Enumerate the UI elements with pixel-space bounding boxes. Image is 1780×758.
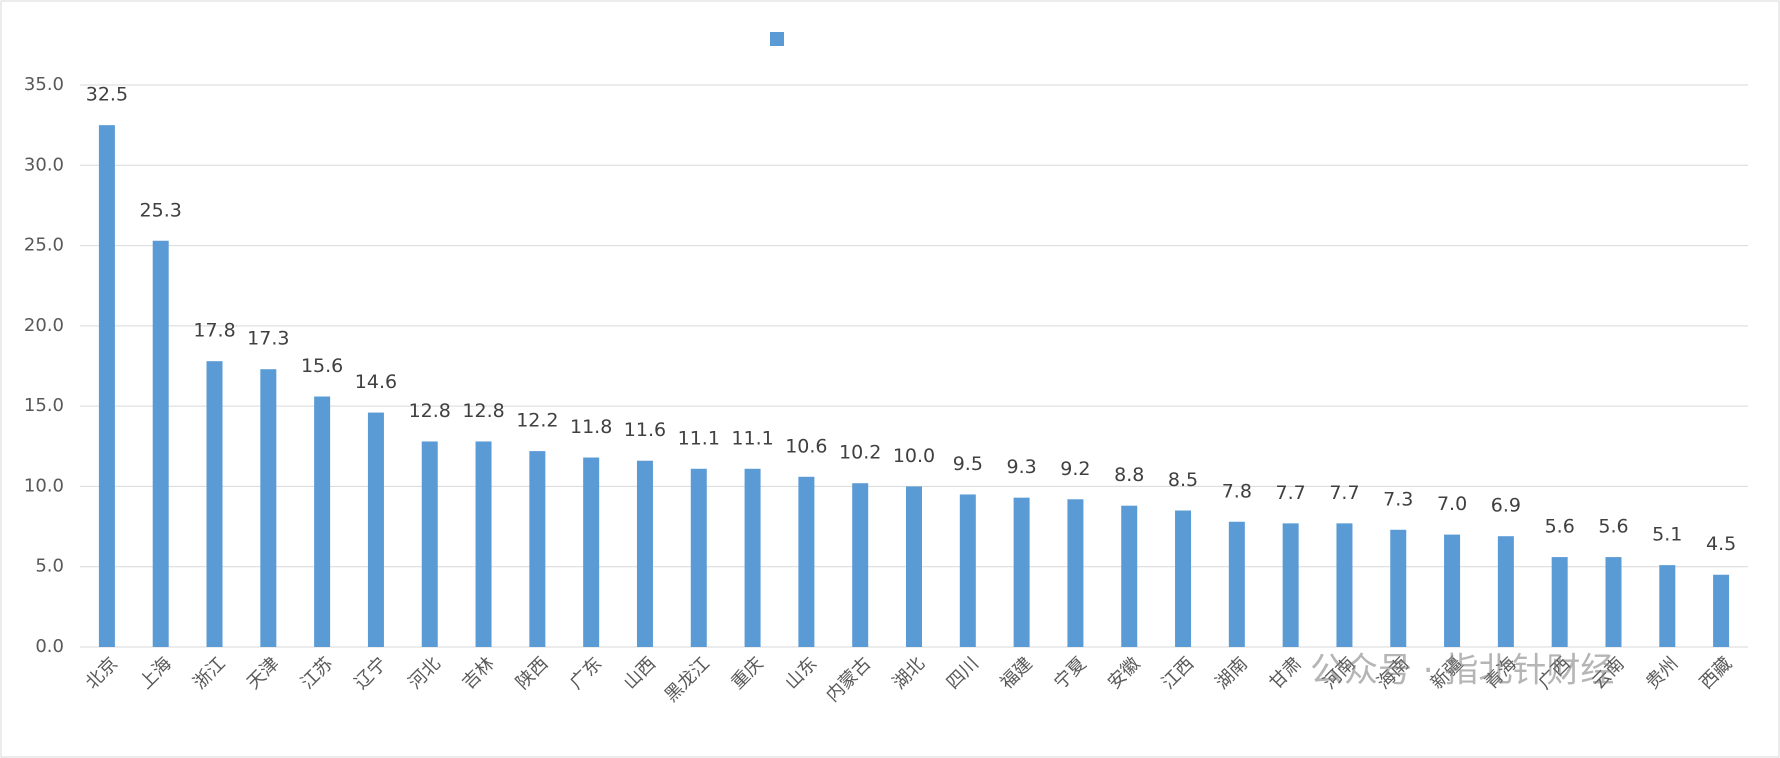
data-label: 17.3	[247, 328, 289, 350]
bar	[798, 476, 815, 647]
data-label: 5.6	[1598, 516, 1628, 538]
data-label: 9.2	[1060, 458, 1090, 480]
data-label: 5.6	[1545, 516, 1575, 538]
data-label: 12.8	[409, 400, 451, 422]
y-tick-label: 15.0	[24, 395, 64, 416]
bar	[1605, 557, 1622, 647]
data-label: 10.0	[893, 445, 935, 467]
data-label: 7.3	[1383, 488, 1413, 510]
bar	[1067, 499, 1084, 647]
bar	[367, 412, 384, 647]
data-label: 17.8	[193, 320, 235, 342]
data-label: 15.6	[301, 355, 343, 377]
bar	[636, 460, 653, 647]
y-tick-label: 35.0	[24, 74, 64, 95]
data-label: 14.6	[355, 371, 397, 393]
bar	[98, 125, 115, 647]
bar	[1175, 510, 1192, 647]
data-label: 7.7	[1276, 482, 1306, 504]
bar	[1659, 565, 1676, 647]
data-label: 32.5	[86, 84, 128, 106]
data-label: 4.5	[1706, 533, 1736, 555]
bar	[1121, 505, 1138, 647]
data-label: 10.2	[839, 442, 881, 464]
legend-swatch	[770, 32, 784, 46]
data-label: 9.3	[1007, 456, 1037, 478]
data-label: 10.6	[785, 435, 827, 457]
bar	[1390, 529, 1407, 647]
bar	[1228, 521, 1245, 647]
data-label: 11.6	[624, 419, 666, 441]
data-label: 5.1	[1652, 524, 1682, 546]
bar	[206, 361, 223, 647]
bar	[1282, 523, 1299, 647]
bar	[260, 369, 277, 647]
y-tick-label: 30.0	[24, 154, 64, 175]
data-label: 11.1	[731, 427, 773, 449]
bar	[1013, 497, 1030, 647]
data-label: 7.0	[1437, 493, 1467, 515]
bar	[475, 441, 492, 647]
data-label: 12.2	[516, 410, 558, 432]
y-tick-label: 5.0	[35, 556, 64, 577]
bar	[1713, 574, 1730, 647]
data-label: 9.5	[953, 453, 983, 475]
bar	[906, 486, 922, 647]
y-tick-label: 0.0	[35, 636, 64, 657]
bar	[1497, 536, 1514, 647]
y-tick-label: 20.0	[24, 315, 64, 336]
data-label: 11.1	[678, 427, 720, 449]
data-label: 8.5	[1168, 469, 1198, 491]
bar	[421, 441, 438, 647]
data-label: 25.3	[140, 199, 182, 221]
bar	[583, 457, 600, 647]
bar	[1336, 523, 1353, 647]
data-label: 11.8	[570, 416, 612, 438]
bar	[152, 240, 169, 648]
bar	[314, 396, 331, 647]
bar	[852, 483, 869, 647]
bar	[1551, 557, 1568, 647]
data-label: 6.9	[1491, 495, 1521, 517]
bar	[1444, 534, 1461, 647]
y-tick-label: 10.0	[24, 475, 64, 496]
bar	[529, 451, 546, 647]
data-label: 12.8	[462, 400, 504, 422]
data-label: 8.8	[1114, 464, 1144, 486]
bar	[959, 494, 976, 647]
y-tick-label: 25.0	[24, 235, 64, 256]
bar	[744, 468, 761, 647]
bar	[690, 468, 707, 647]
data-label: 7.8	[1222, 480, 1252, 502]
data-label: 7.7	[1329, 482, 1359, 504]
watermark: 公众号 · 指北针财经	[1310, 651, 1614, 691]
